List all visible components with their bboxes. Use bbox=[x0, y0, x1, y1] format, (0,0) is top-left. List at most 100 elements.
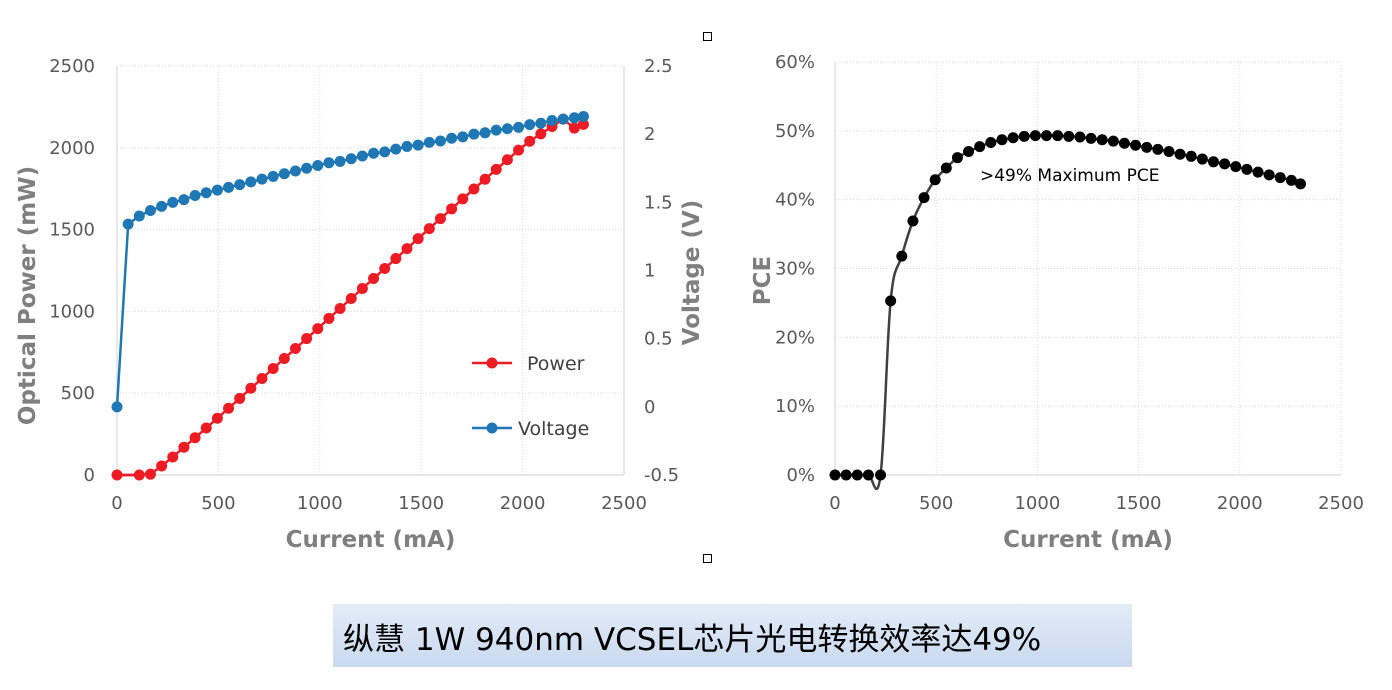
pce-point bbox=[1007, 132, 1019, 144]
voltage-point bbox=[423, 136, 435, 148]
pce-point bbox=[1163, 145, 1175, 157]
pce-point bbox=[1085, 132, 1097, 144]
power-point bbox=[334, 302, 346, 314]
power-point bbox=[245, 382, 257, 394]
left-chart-ytick: 2000 bbox=[49, 138, 95, 159]
voltage-point bbox=[122, 218, 134, 230]
right-chart-xtick: 1000 bbox=[1014, 493, 1060, 514]
right-chart-xtick: 1500 bbox=[1116, 493, 1162, 514]
power-point bbox=[178, 441, 190, 453]
handle-bottom-marker bbox=[703, 554, 712, 563]
pce-point bbox=[929, 174, 941, 186]
pce-point bbox=[1241, 163, 1253, 175]
pce-point bbox=[1018, 130, 1030, 142]
power-point bbox=[211, 412, 223, 424]
voltage-point bbox=[356, 150, 368, 162]
power-point bbox=[189, 432, 201, 444]
power-point bbox=[323, 312, 335, 324]
pce-point bbox=[1118, 137, 1130, 149]
pce-point bbox=[1041, 130, 1053, 142]
voltage-point bbox=[557, 113, 569, 125]
voltage-point bbox=[323, 157, 335, 169]
left-chart-y2tick: 0.5 bbox=[644, 329, 673, 350]
caption-text: 纵慧 1W 940nm VCSEL芯片光电转换效率达49% bbox=[343, 622, 1042, 658]
power-point bbox=[301, 333, 313, 345]
pce-point bbox=[1185, 150, 1197, 162]
pce-point bbox=[907, 215, 919, 227]
power-point bbox=[412, 233, 424, 245]
voltage-point bbox=[501, 123, 513, 135]
power-point bbox=[144, 468, 156, 480]
voltage-point bbox=[434, 135, 446, 147]
right-chart-ytick: 0% bbox=[786, 465, 815, 486]
voltage-point bbox=[568, 112, 580, 124]
right-chart-ytick: 10% bbox=[775, 396, 815, 417]
voltage-point bbox=[178, 194, 190, 206]
pce-point bbox=[896, 250, 908, 262]
power-point bbox=[234, 392, 246, 404]
power-point bbox=[446, 203, 458, 215]
pce-series-line bbox=[834, 134, 1301, 491]
right-chart-ytick: 40% bbox=[775, 190, 815, 211]
voltage-point bbox=[256, 173, 268, 185]
voltage-point bbox=[156, 200, 168, 212]
left-chart-ylabel: Optical Power (mW) bbox=[15, 166, 41, 425]
voltage-point bbox=[446, 132, 458, 144]
voltage-point bbox=[390, 143, 402, 155]
pce-point bbox=[1295, 178, 1307, 190]
pce-point bbox=[974, 141, 986, 153]
left-chart-xtick: 2000 bbox=[500, 493, 546, 514]
pce-point bbox=[1274, 172, 1286, 184]
pce-point bbox=[918, 192, 930, 204]
voltage-point bbox=[111, 401, 123, 413]
right-chart-ylabel: PCE bbox=[750, 256, 776, 305]
pce-point bbox=[862, 469, 874, 481]
power-point bbox=[423, 223, 435, 235]
voltage-point bbox=[513, 121, 525, 133]
legend-voltage-label: Voltage bbox=[518, 418, 589, 440]
pce-point bbox=[1219, 158, 1231, 170]
voltage-point bbox=[301, 162, 313, 174]
right-chart-ytick: 50% bbox=[775, 121, 815, 142]
legend-power-swatch-marker bbox=[486, 357, 498, 369]
left-chart-y2tick: 2.5 bbox=[644, 56, 673, 77]
pce-point bbox=[1285, 174, 1297, 186]
pce-point bbox=[1174, 148, 1186, 160]
pce-point bbox=[885, 295, 897, 307]
voltage-point bbox=[167, 196, 179, 208]
power-point bbox=[289, 343, 301, 355]
pce-point bbox=[951, 152, 963, 164]
power-point bbox=[468, 183, 480, 195]
pce-point bbox=[1252, 166, 1264, 178]
pce-point bbox=[1074, 131, 1086, 143]
right-chart-xtick: 0 bbox=[829, 493, 840, 514]
voltage-point bbox=[200, 187, 212, 199]
power-point bbox=[513, 144, 525, 156]
power-point bbox=[577, 118, 589, 130]
pce-point bbox=[1141, 141, 1153, 153]
left-chart-xtick: 2500 bbox=[601, 493, 647, 514]
pce-point bbox=[985, 137, 997, 149]
power-point bbox=[401, 243, 413, 255]
voltage-point bbox=[334, 155, 346, 167]
left-chart-ytick: 0 bbox=[84, 465, 95, 486]
power-point bbox=[568, 122, 580, 134]
right-chart-ytick: 20% bbox=[775, 327, 815, 348]
pce-annotation: >49% Maximum PCE bbox=[980, 166, 1159, 186]
right-chart-xtick: 500 bbox=[919, 493, 953, 514]
power-point bbox=[312, 323, 324, 335]
left-chart-xlabel: Current (mA) bbox=[286, 527, 456, 553]
voltage-point bbox=[144, 205, 156, 217]
power-point bbox=[156, 460, 168, 472]
power-point bbox=[167, 451, 179, 463]
power-point bbox=[278, 353, 290, 365]
left-chart-xtick: 1000 bbox=[297, 493, 343, 514]
voltage-point bbox=[345, 153, 357, 165]
pce-point bbox=[1052, 130, 1064, 142]
voltage-point bbox=[211, 184, 223, 196]
voltage-point bbox=[189, 190, 201, 202]
pce-point bbox=[1263, 169, 1275, 181]
left-chart-y2label: Voltage (V) bbox=[679, 200, 705, 346]
power-point bbox=[524, 135, 536, 147]
